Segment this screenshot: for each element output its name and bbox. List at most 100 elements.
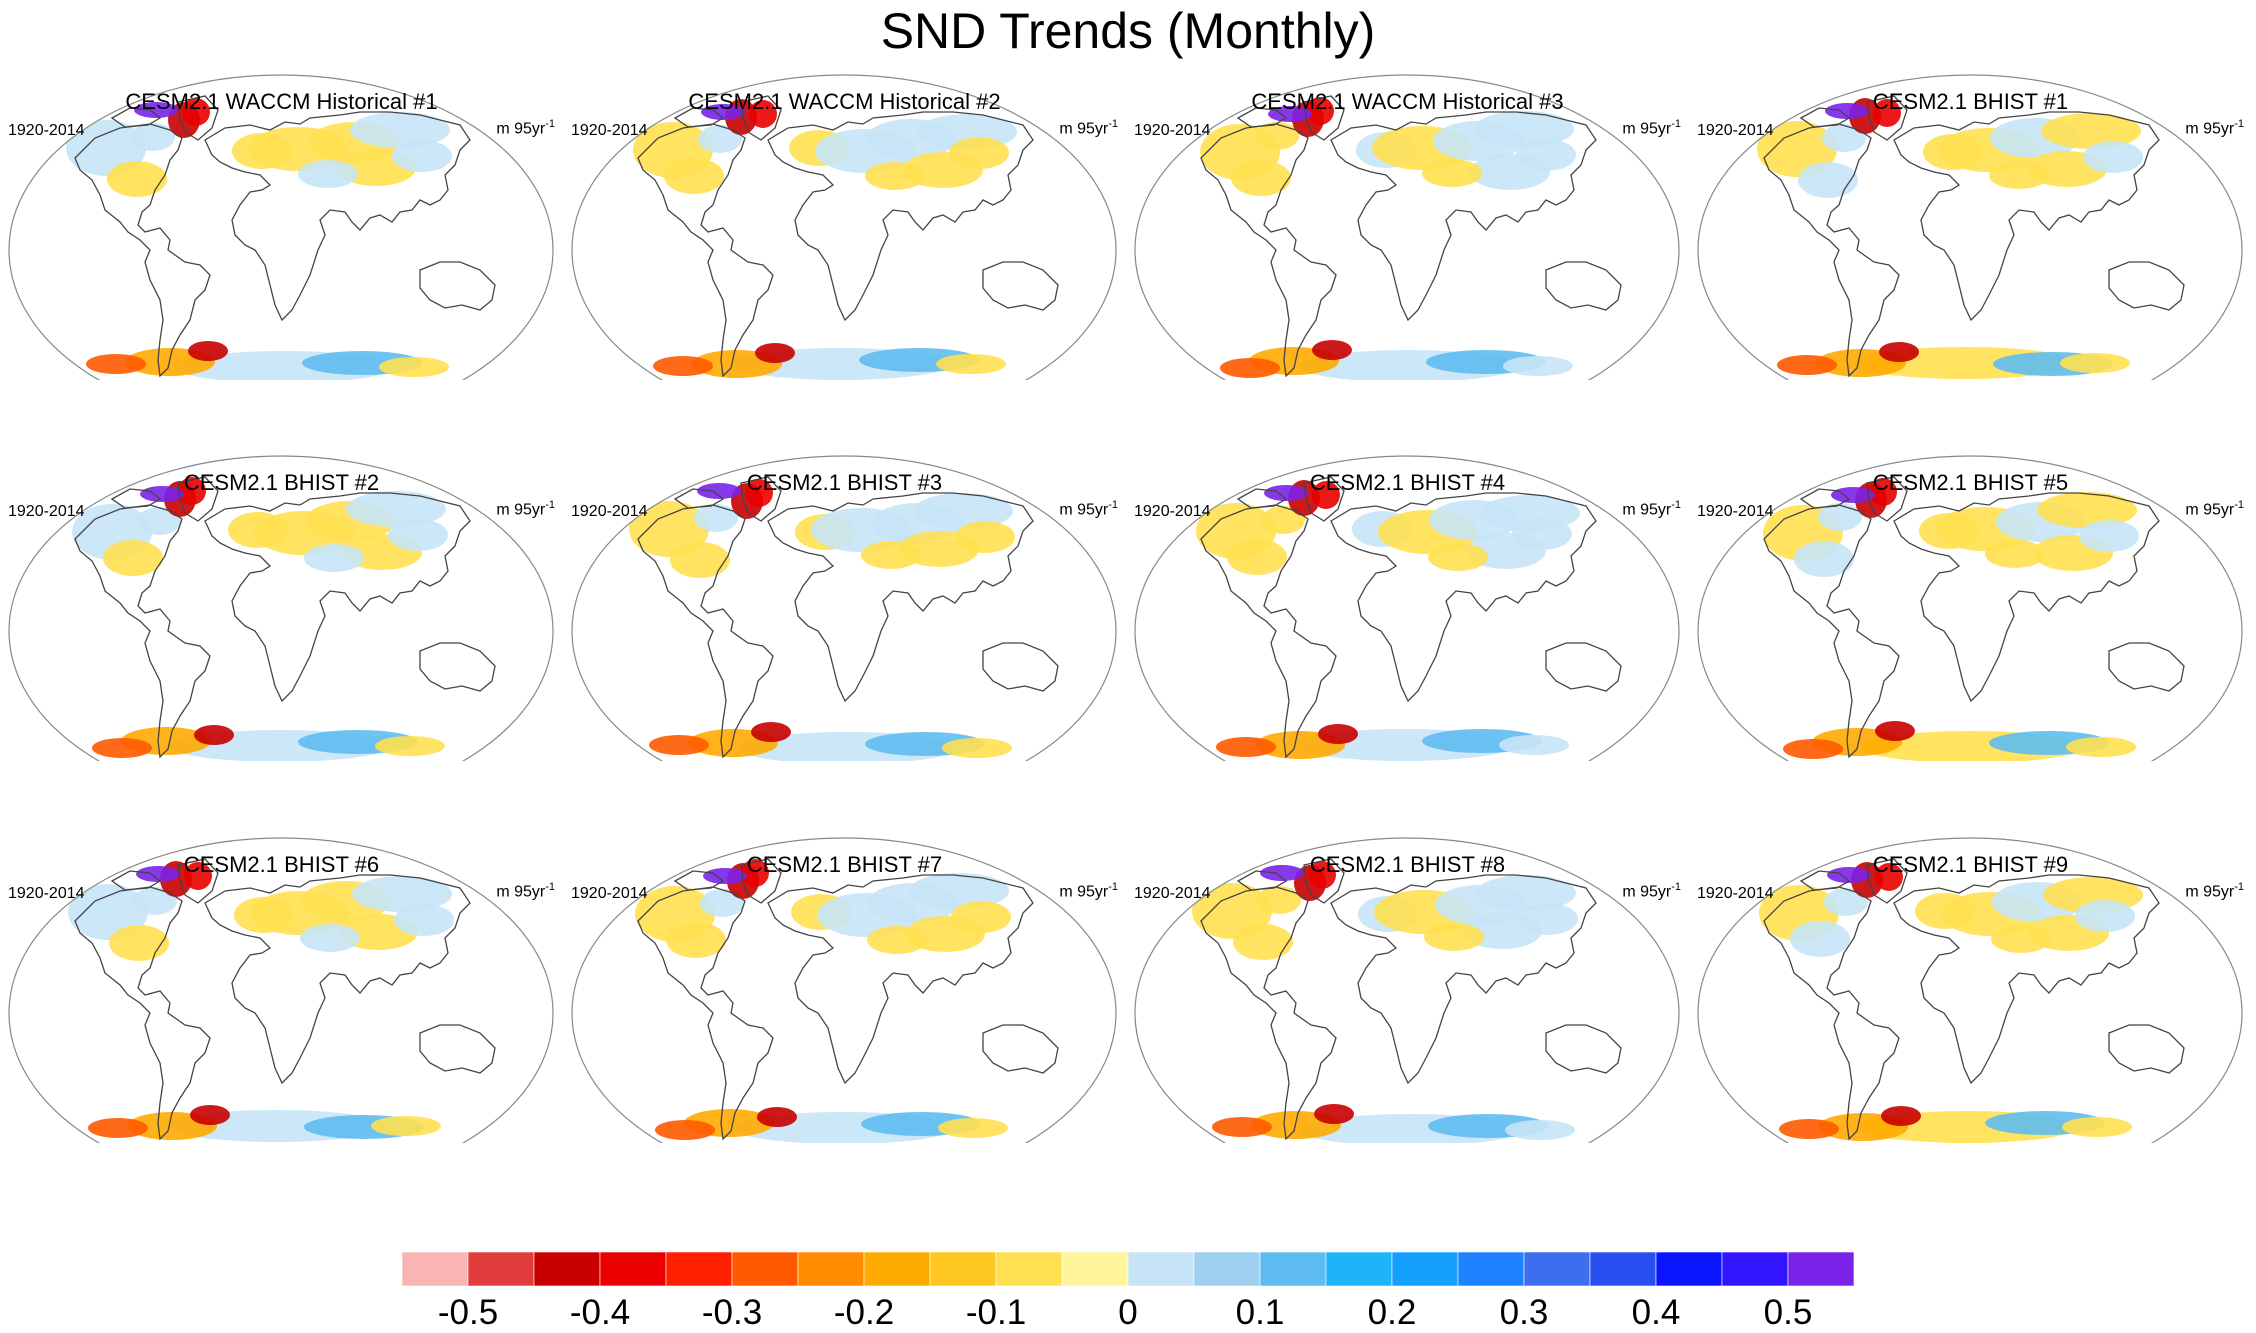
map-border — [571, 74, 1117, 380]
colorbar-tick-label: 0.4 — [1631, 1293, 1681, 1332]
map-panel: CESM2.1 BHIST #1 1920-2014 m 95yr-1 — [1689, 0, 2252, 380]
units-label: m 95yr-1 — [496, 118, 555, 138]
trend-region — [909, 873, 1009, 909]
trend-region — [1227, 539, 1287, 575]
coastline — [740, 95, 782, 141]
coastline — [1330, 492, 1597, 703]
trend-region — [2062, 1117, 2132, 1137]
period-label: 1920-2014 — [8, 122, 85, 139]
trend-region — [190, 1105, 230, 1125]
map-panel: CESM2.1 BHIST #6 1920-2014 m 95yr-1 — [0, 763, 563, 1143]
trend-region — [701, 104, 745, 120]
coastline — [2108, 1024, 2185, 1074]
map-border — [1134, 74, 1680, 380]
trend-region — [1312, 340, 1352, 360]
units-label: m 95yr-1 — [1622, 499, 1681, 519]
coastline — [204, 874, 471, 1085]
trend-region — [134, 102, 178, 118]
trend-region — [92, 738, 152, 758]
trend-region — [741, 859, 769, 887]
panel-title: CESM2.1 WACCM Historical #1 — [125, 89, 438, 114]
coastline — [673, 870, 725, 891]
trend-region — [392, 140, 452, 172]
trend-region — [88, 1118, 148, 1138]
trend-region — [388, 519, 448, 551]
trend-region — [103, 540, 163, 576]
trend-region — [703, 868, 747, 884]
trend-region — [131, 123, 175, 151]
coastline — [1763, 504, 1900, 759]
trend-region — [1220, 358, 1280, 378]
coastline — [1893, 111, 2160, 322]
coastline — [1799, 488, 1851, 509]
units-label: m 95yr-1 — [1059, 499, 1118, 519]
trend-region — [949, 137, 1009, 169]
coastline — [1303, 476, 1345, 522]
trend-region — [697, 483, 741, 499]
trend-region — [1318, 724, 1358, 744]
coastline — [74, 886, 211, 1141]
trend-region — [670, 542, 730, 578]
colorbar-swatch — [995, 1252, 1063, 1286]
trend-region — [1505, 1120, 1575, 1140]
trend-region — [1822, 124, 1866, 152]
trend-region — [653, 356, 713, 376]
trend-region — [1516, 139, 1576, 171]
coastline — [1799, 107, 1851, 128]
units-label: m 95yr-1 — [2185, 118, 2244, 138]
panel-title: CESM2.1 BHIST #6 — [183, 852, 380, 877]
period-label: 1920-2014 — [571, 503, 648, 520]
coastline — [1200, 504, 1337, 759]
units-label: m 95yr-1 — [496, 881, 555, 901]
period-label: 1920-2014 — [1697, 503, 1774, 520]
colorbar-swatch — [929, 1252, 997, 1286]
trend-region — [1314, 1104, 1354, 1124]
panel-title: CESM2.1 BHIST #8 — [1309, 852, 1506, 877]
colorbar-swatch — [1193, 1252, 1261, 1286]
coastline — [1763, 123, 1900, 378]
colorbar-swatch — [665, 1252, 733, 1286]
trend-region — [1991, 925, 2051, 953]
map-svg — [8, 74, 554, 380]
panel-title: CESM2.1 BHIST #9 — [1872, 852, 2069, 877]
units-label: m 95yr-1 — [1622, 118, 1681, 138]
map-border — [8, 837, 554, 1143]
map-border — [8, 74, 554, 380]
coastline — [1545, 261, 1622, 311]
trend-region — [1873, 99, 1901, 127]
trend-region — [1212, 1117, 1272, 1137]
trend-region — [371, 1116, 441, 1136]
coastline — [1763, 886, 1900, 1141]
trend-region — [1255, 122, 1299, 150]
trend-region — [1231, 160, 1291, 196]
coastline — [2108, 261, 2185, 311]
trend-region — [2079, 520, 2139, 552]
trend-region — [1827, 867, 1871, 883]
colorbar-swatch — [1589, 1252, 1657, 1286]
colorbar-tick-label: -0.2 — [833, 1293, 895, 1332]
trend-region — [1312, 481, 1340, 509]
period-label: 1920-2014 — [571, 122, 648, 139]
trend-region — [1869, 478, 1897, 506]
trend-region — [2041, 113, 2141, 149]
trend-region — [1818, 503, 1862, 531]
map-border — [571, 837, 1117, 1143]
colorbar-swatch — [1721, 1252, 1789, 1286]
trend-region — [942, 738, 1012, 758]
trend-region — [133, 887, 177, 915]
colorbar-tick-label: 0 — [1118, 1293, 1138, 1332]
trend-region — [1824, 888, 1868, 916]
map-panel: CESM2.1 BHIST #4 1920-2014 m 95yr-1 — [1126, 381, 1689, 761]
trend-region — [350, 112, 450, 148]
colorbar-swatch — [1061, 1252, 1129, 1286]
coastline — [1866, 858, 1908, 904]
panel-title: CESM2.1 BHIST #1 — [1872, 89, 2069, 114]
trend-region — [1790, 921, 1850, 957]
trend-region — [379, 357, 449, 377]
map-panel: CESM2.1 BHIST #7 1920-2014 m 95yr-1 — [563, 763, 1126, 1143]
trend-region — [861, 541, 921, 569]
coastline — [1545, 642, 1622, 692]
panel-title: CESM2.1 BHIST #4 — [1309, 470, 1506, 495]
period-label: 1920-2014 — [1134, 122, 1211, 139]
coastline — [1303, 95, 1345, 141]
